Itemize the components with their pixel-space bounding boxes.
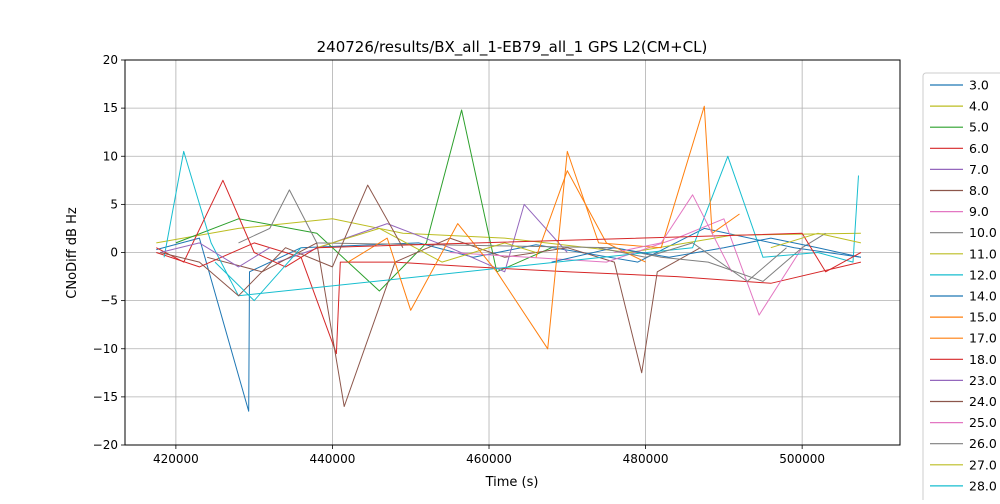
series-line-3-0 (156, 227, 861, 412)
y-tick-label: −15 (93, 390, 118, 404)
legend-frame (922, 72, 1000, 504)
y-tick-label: −5 (100, 294, 118, 308)
legend-label: 10.0 (969, 225, 997, 240)
y-tick-label: 15 (103, 101, 118, 115)
series-line-27-0 (770, 232, 862, 249)
y-axis-label: CNoDiff dB Hz (65, 207, 80, 299)
series-line-26-0 (598, 242, 787, 282)
y-tick-label: 10 (103, 149, 118, 163)
x-tick-label: 460000 (466, 452, 512, 466)
series-line-17-0 (535, 170, 646, 263)
legend-label: 24.0 (969, 394, 997, 409)
legend-label: 18.0 (969, 352, 997, 367)
y-tick-label: −20 (93, 438, 118, 452)
series-line-5-0 (175, 109, 552, 292)
legend-label: 8.0 (969, 183, 989, 198)
legend-label: 14.0 (969, 289, 997, 304)
legend-label: 4.0 (969, 99, 989, 114)
legend-label: 26.0 (969, 436, 997, 451)
series-line-14-0 (551, 237, 862, 263)
series-line-18-0 (156, 179, 862, 273)
y-tick-label: 5 (110, 197, 118, 211)
legend: 3.0 4.0 5.0 6.0 7.0 8.0 9.0 10.0 11.0 12.0 14.0 15.… (922, 72, 1000, 504)
series-line-11-0 (316, 227, 537, 263)
series-line-24-0 (160, 184, 404, 297)
x-tick-label: 420000 (153, 452, 199, 466)
legend-label: 23.0 (969, 373, 997, 388)
x-tick-label: 440000 (310, 452, 356, 466)
legend-label: 25.0 (969, 415, 997, 430)
series-line-28-0 (214, 247, 302, 302)
series-line-6-0 (156, 242, 862, 355)
legend-label: 9.0 (969, 204, 989, 219)
series-line-10-0 (238, 189, 826, 282)
legend-label: 15.0 (969, 310, 997, 325)
series-line-25-0 (614, 194, 733, 273)
plot-area (124, 59, 901, 446)
legend-label: 28.0 (969, 478, 997, 493)
series-layer (156, 105, 862, 412)
legend-label: 3.0 (969, 78, 989, 93)
legend-label: 6.0 (969, 141, 989, 156)
x-axis: 420000 440000 460000 480000 500000 (153, 445, 825, 466)
legend-label: 17.0 (969, 331, 997, 346)
y-tick-label: 0 (110, 246, 118, 260)
y-axis: −20 −15 −10 −5 0 5 10 15 20 (93, 53, 125, 452)
chart-title: 240726/results/BX_all_1-EB79_all_1 GPS L… (317, 38, 708, 57)
x-axis-label: Time (s) (485, 475, 539, 490)
series-line-15-0 (347, 105, 740, 350)
legend-label: 11.0 (969, 246, 997, 261)
legend-label: 7.0 (969, 162, 989, 177)
x-tick-label: 500000 (779, 452, 825, 466)
series-line-23-0 (160, 242, 271, 268)
legend-label: 12.0 (969, 267, 997, 282)
series-line-9-0 (449, 218, 803, 316)
x-tick-label: 480000 (623, 452, 669, 466)
legend-label: 27.0 (969, 457, 997, 472)
legend-label: 5.0 (969, 120, 989, 135)
y-tick-label: 20 (103, 53, 118, 67)
y-tick-label: −10 (93, 342, 118, 356)
